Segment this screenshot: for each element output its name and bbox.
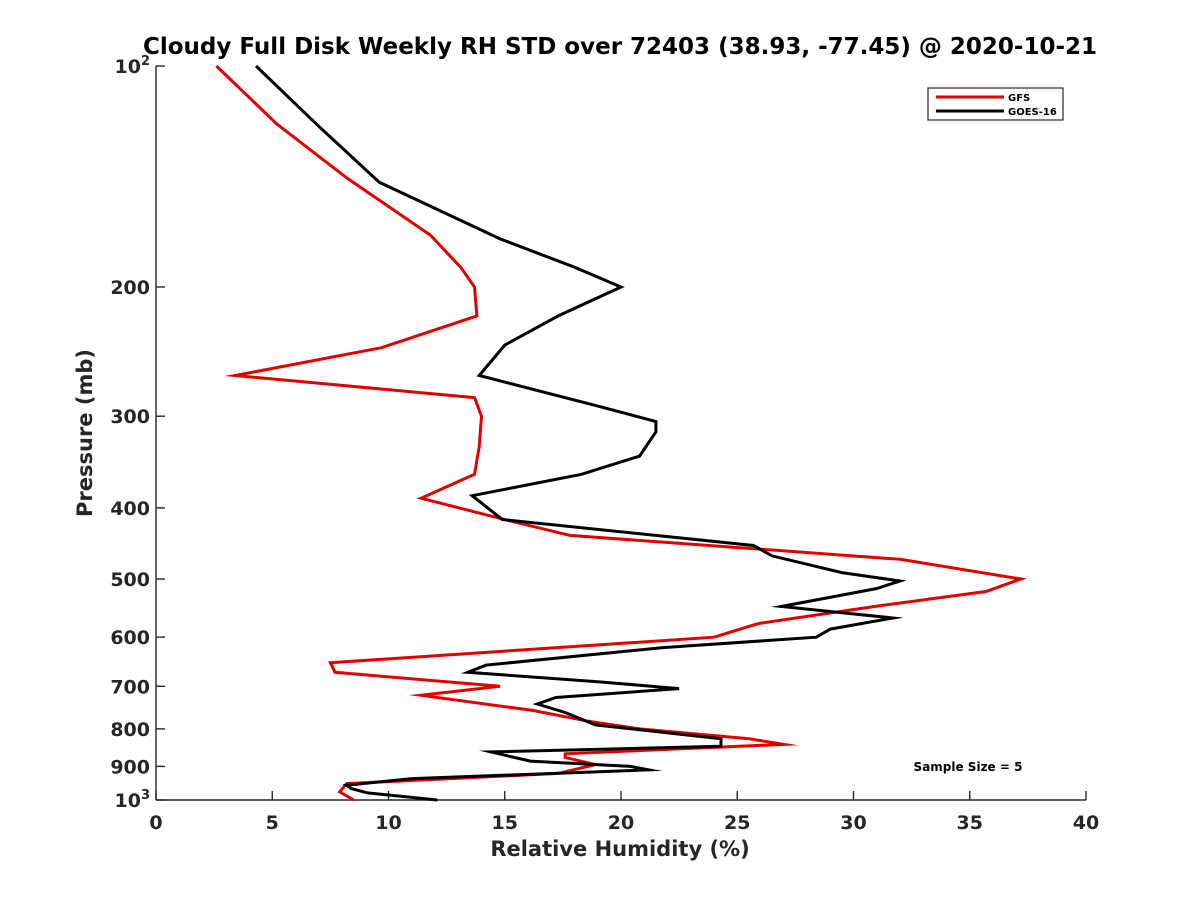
chart-title: Cloudy Full Disk Weekly RH STD over 7240…	[143, 34, 1097, 60]
legend-box	[927, 87, 1064, 121]
plot-area: 0 5 10 15 20 25 30 35 40 102 200 300 400 500 600 700 800…	[110, 54, 1099, 834]
legend-label-gfs: GFS	[1008, 93, 1030, 104]
y-tick-label: 800	[110, 719, 150, 741]
series-line-goes-16	[254, 64, 907, 802]
x-tick-label: 0	[149, 812, 162, 834]
y-tick-label: 200	[110, 277, 150, 299]
x-tick-label: 10	[375, 812, 401, 834]
y-tick-label: 300	[110, 406, 150, 428]
x-axis-label: Relative Humidity (%)	[490, 837, 749, 861]
x-tick-label: 15	[492, 812, 518, 834]
y-tick-label: 103	[115, 788, 151, 812]
y-axis-label: Pressure (mb)	[73, 349, 97, 517]
x-tick-label: 25	[724, 812, 750, 834]
y-tick-label: 700	[110, 676, 150, 698]
y-tick-label: 102	[115, 54, 151, 78]
x-tick-label: 20	[608, 812, 634, 834]
y-tick-label: 500	[110, 569, 150, 591]
y-tick-label: 600	[110, 627, 150, 649]
sample-size-annotation: Sample Size = 5	[914, 760, 1023, 774]
series-line-gfs	[215, 64, 1027, 802]
x-tick-label: 35	[957, 812, 983, 834]
y-tick-label: 900	[110, 756, 150, 778]
x-tick-label: 5	[266, 812, 279, 834]
legend: GFS GOES-16	[927, 87, 1064, 121]
x-tick-label: 40	[1073, 812, 1099, 834]
legend-label-goes-16: GOES-16	[1008, 107, 1057, 118]
x-tick-label: 30	[840, 812, 866, 834]
y-tick-label: 400	[110, 498, 150, 520]
